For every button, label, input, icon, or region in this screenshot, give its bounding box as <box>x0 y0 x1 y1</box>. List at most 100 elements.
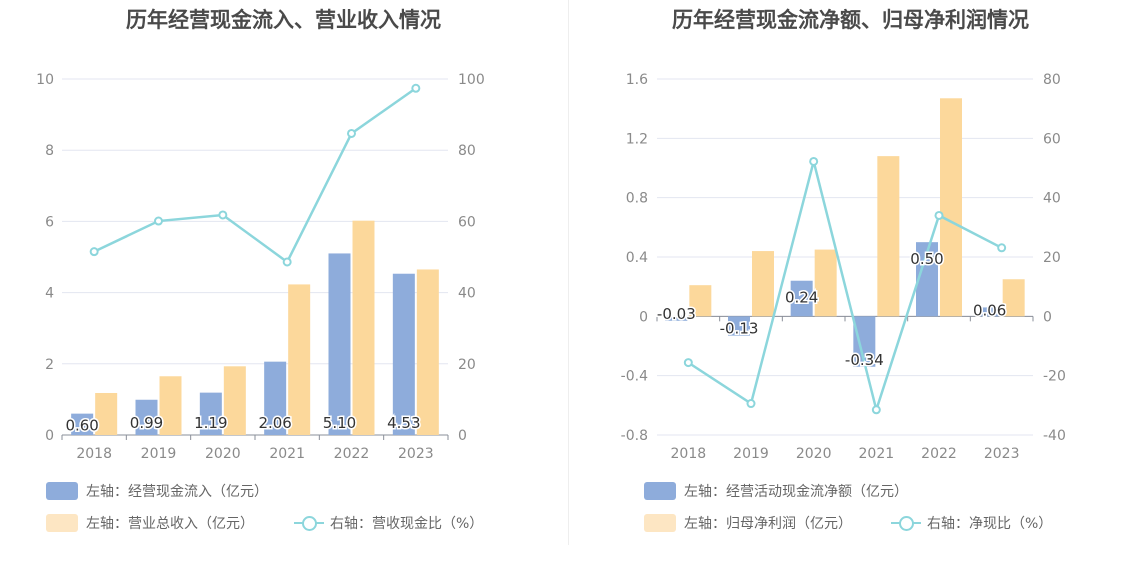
x-tick-label: 2018 <box>671 446 707 462</box>
legend-label: 左轴：归母净利润（亿元） <box>684 516 852 532</box>
bar-secondary[interactable] <box>689 285 712 317</box>
bar-data-label: 0.60 <box>65 417 98 435</box>
y-left-tick-label: 4 <box>45 286 54 302</box>
chart-canvas-net-cash: -0.8 -0.4 0 0.4 0.8 1.2 1.6 -40 -20 0 20 40 60 80 2018… <box>621 72 1066 462</box>
bar-primary[interactable] <box>328 253 351 435</box>
line-point[interactable] <box>746 399 756 409</box>
legend-line-swatch-icon <box>891 514 921 532</box>
x-tick-label: 2019 <box>141 446 177 462</box>
y-left-tick-label: 0 <box>639 309 648 325</box>
y-right-tick-label: 60 <box>1043 131 1061 147</box>
legend-label: 右轴：营收现金比（%） <box>330 516 484 532</box>
chart-title: 历年经营现金流入、营业收入情况 <box>126 8 441 32</box>
line-point[interactable] <box>218 210 228 220</box>
line-point[interactable] <box>347 128 356 138</box>
x-tick-label: 2020 <box>796 446 832 462</box>
x-tick-label: 2018 <box>76 446 112 462</box>
y-right-tick-label: 80 <box>1043 72 1061 88</box>
x-tick-label: 2022 <box>921 446 957 462</box>
line-point[interactable] <box>934 210 944 220</box>
chart-panel-net-cash: 历年经营现金流净额、归母净利润情况 -0.8 -0.4 0 0.4 0.8 1.2 1.6-… <box>567 0 1134 582</box>
bar-primary[interactable] <box>71 413 94 435</box>
y-right-tick-label: 20 <box>1043 250 1061 266</box>
legend-line-swatch-icon <box>294 514 324 532</box>
bar-primary[interactable] <box>392 273 415 435</box>
y-right-tick-label: 40 <box>458 286 476 302</box>
y-left-tick-label: -0.8 <box>621 428 648 444</box>
bar-data-label: -0.13 <box>720 320 759 338</box>
y-left-tick-label: 8 <box>45 143 54 159</box>
legend-label: 右轴：净现比（%） <box>927 516 1053 532</box>
line-point[interactable] <box>809 156 819 166</box>
bar-primary[interactable] <box>853 316 876 367</box>
bar-primary[interactable] <box>916 242 938 317</box>
bar-secondary[interactable] <box>752 251 774 317</box>
line-point[interactable] <box>683 358 693 368</box>
line-point[interactable] <box>282 257 292 267</box>
bar-data-label: -0.03 <box>657 305 696 323</box>
x-tick-label: 2020 <box>205 446 241 462</box>
bar-secondary[interactable] <box>940 98 962 317</box>
legend-label: 左轴：经营现金流入（亿元） <box>86 484 268 500</box>
y-right-tick-label: -40 <box>1043 428 1066 444</box>
legend-item-line[interactable]: 右轴：营收现金比（%） <box>294 513 483 533</box>
legend-item-bar-secondary[interactable]: 左轴：营业总收入（亿元） <box>46 513 254 533</box>
legend-swatch <box>46 482 78 500</box>
legend-item-bar-primary[interactable]: 左轴：经营现金流入（亿元） <box>46 481 268 501</box>
legend-swatch <box>644 514 676 532</box>
legend-label: 左轴：营业总收入（亿元） <box>86 516 254 532</box>
bar-data-label: 0.06 <box>973 301 1006 319</box>
bar-data-label: 0.50 <box>910 250 943 268</box>
line-point[interactable] <box>871 405 881 415</box>
x-tick-label: 2021 <box>269 446 305 462</box>
y-right-tick-label: -20 <box>1043 369 1066 385</box>
bar-primary[interactable] <box>728 316 750 336</box>
chart-title: 历年经营现金流净额、归母净利润情况 <box>672 8 1029 32</box>
x-tick-label: 2022 <box>334 446 370 462</box>
bar-data-label: -0.34 <box>845 351 884 369</box>
y-left-tick-label: 0.8 <box>626 191 648 207</box>
line-point[interactable] <box>89 247 99 257</box>
y-left-tick-label: 0.4 <box>626 250 648 266</box>
bar-data-label: 0.24 <box>785 289 818 307</box>
bar-secondary[interactable] <box>223 366 246 435</box>
bar-primary[interactable] <box>135 399 158 435</box>
bar-primary[interactable] <box>790 280 813 317</box>
bar-secondary[interactable] <box>814 249 837 317</box>
legend-item-bar-primary[interactable]: 左轴：经营活动现金流净额（亿元） <box>644 481 908 501</box>
bar-secondary[interactable] <box>1002 279 1025 317</box>
y-right-tick-label: 0 <box>458 428 467 444</box>
bar-secondary[interactable] <box>877 156 900 317</box>
bar-secondary[interactable] <box>159 376 182 435</box>
legend-item-bar-secondary[interactable]: 左轴：归母净利润（亿元） <box>644 513 852 533</box>
y-left-tick-label: 1.6 <box>626 72 648 88</box>
legend-item-line[interactable]: 右轴：净现比（%） <box>891 513 1052 533</box>
y-right-tick-label: 100 <box>458 72 485 88</box>
bar-secondary[interactable] <box>352 220 375 435</box>
line-point[interactable] <box>997 243 1007 253</box>
bar-secondary[interactable] <box>416 269 439 435</box>
line-point[interactable] <box>154 216 163 226</box>
y-right-tick-label: 0 <box>1043 309 1052 325</box>
bar-secondary[interactable] <box>288 284 311 435</box>
bar-primary[interactable] <box>199 392 222 435</box>
panel-divider <box>568 0 569 545</box>
bar-data-label: 4.53 <box>387 414 420 432</box>
bar-primary[interactable] <box>665 316 688 321</box>
line-point[interactable] <box>411 83 421 93</box>
y-left-tick-label: 10 <box>36 72 54 88</box>
x-tick-label: 2023 <box>984 446 1020 462</box>
y-left-tick-label: -0.4 <box>621 369 648 385</box>
legend-swatch <box>46 514 78 532</box>
y-right-tick-label: 20 <box>458 357 476 373</box>
legend-label: 左轴：经营活动现金流净额（亿元） <box>684 484 908 500</box>
chart-panel-cash-inflow: 历年经营现金流入、营业收入情况 0 2 4 6 8 10 0 20 40 60 80 100 2018 2… <box>36 8 485 533</box>
x-tick-label: 2021 <box>859 446 895 462</box>
bar-primary[interactable] <box>264 361 287 435</box>
bar-data-label: 5.10 <box>323 414 356 432</box>
y-left-tick-label: 2 <box>45 357 54 373</box>
bar-primary[interactable] <box>978 307 1001 317</box>
bar-data-label: 2.06 <box>258 414 291 432</box>
bar-secondary[interactable] <box>95 392 118 435</box>
